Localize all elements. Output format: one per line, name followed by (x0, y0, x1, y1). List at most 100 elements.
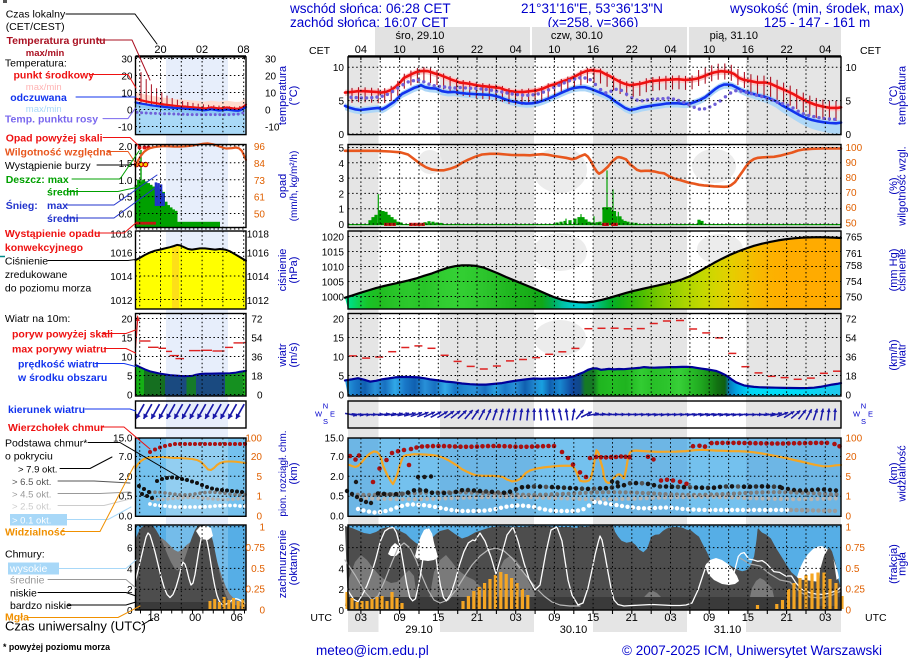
svg-text:Mgła: Mgła (5, 612, 29, 624)
svg-text:0.75: 0.75 (846, 543, 866, 554)
svg-text:Wilgotność względna: Wilgotność względna (5, 147, 112, 159)
svg-text:temperatura: temperatura (277, 65, 289, 125)
svg-text:czw, 30.10: czw, 30.10 (551, 30, 603, 42)
svg-text:opad: opad (277, 174, 289, 198)
svg-text:765: 765 (846, 233, 863, 244)
svg-text:0: 0 (256, 512, 262, 523)
svg-text:22: 22 (780, 44, 792, 56)
svg-text:0.0: 0.0 (330, 512, 344, 523)
svg-text:7.0: 7.0 (119, 452, 133, 463)
svg-text:750: 750 (846, 293, 863, 304)
svg-text:> 7.9 okt.: > 7.9 okt. (18, 465, 57, 476)
svg-text:o pokryciu: o pokryciu (5, 451, 53, 463)
svg-text:0: 0 (846, 606, 852, 617)
svg-text:4: 4 (338, 159, 344, 170)
svg-text:(°C): (°C) (888, 86, 900, 106)
svg-text:ciśnienie: ciśnienie (277, 249, 289, 292)
svg-text:0: 0 (257, 391, 263, 402)
svg-text:0: 0 (338, 130, 344, 141)
svg-text:20: 20 (121, 315, 133, 326)
svg-text:wilgotność wzgl.: wilgotność wzgl. (897, 146, 909, 226)
svg-text:754: 754 (846, 277, 863, 288)
svg-text:1018: 1018 (110, 230, 133, 241)
svg-text:2.0: 2.0 (330, 472, 344, 483)
svg-text:Temperatura:: Temperatura: (5, 58, 67, 70)
svg-text:10: 10 (548, 44, 560, 56)
svg-text:wiatr: wiatr (897, 343, 909, 368)
svg-text:100: 100 (846, 434, 863, 445)
svg-text:04: 04 (664, 44, 676, 56)
svg-text:4: 4 (127, 564, 133, 575)
svg-text:54: 54 (846, 334, 858, 345)
svg-text:4: 4 (338, 564, 344, 575)
svg-text:S: S (861, 417, 866, 426)
svg-text:0.5: 0.5 (846, 564, 860, 575)
svg-text:odczuwana: odczuwana (10, 92, 67, 104)
svg-text:0.0: 0.0 (119, 210, 133, 221)
svg-text:> 0.1 okt.: > 0.1 okt. (12, 516, 51, 527)
svg-text:70: 70 (846, 188, 858, 199)
svg-text:0: 0 (846, 512, 852, 523)
svg-text:średni: średni (47, 213, 79, 225)
svg-text:Opad powyżej skali: Opad powyżej skali (6, 133, 103, 145)
svg-text:1: 1 (846, 522, 852, 533)
svg-text:śro, 29.10: śro, 29.10 (395, 30, 444, 42)
svg-text:E: E (868, 410, 873, 419)
svg-text:-10: -10 (118, 123, 133, 134)
svg-text:10: 10 (265, 89, 277, 100)
svg-text:0: 0 (846, 391, 852, 402)
svg-text:2: 2 (127, 585, 133, 596)
svg-text:wschód słońca: 06:28 CET: wschód słońca: 06:28 CET (289, 1, 451, 16)
svg-text:1016: 1016 (110, 249, 133, 260)
svg-text:max porywy wiatru: max porywy wiatru (12, 344, 107, 356)
svg-text:bardzo niskie: bardzo niskie (10, 600, 72, 612)
svg-text:1020: 1020 (322, 233, 345, 244)
svg-text:80: 80 (846, 173, 858, 184)
svg-text:758: 758 (846, 261, 863, 272)
svg-text:średnie: średnie (10, 575, 45, 587)
svg-text:6: 6 (127, 544, 133, 555)
svg-text:30: 30 (265, 55, 277, 66)
svg-text:2: 2 (338, 585, 344, 596)
svg-text:zachmurzenie: zachmurzenie (277, 530, 289, 598)
svg-text:* powyżej poziomu morza: * powyżej poziomu morza (3, 642, 110, 652)
svg-text:-10: -10 (265, 123, 280, 134)
svg-text:16: 16 (587, 44, 599, 56)
svg-text:1010: 1010 (322, 263, 345, 274)
svg-text:prędkość wiatru: prędkość wiatru (18, 359, 99, 371)
svg-text:1005: 1005 (322, 278, 345, 289)
svg-text:20: 20 (265, 72, 277, 83)
svg-text:0.5: 0.5 (119, 492, 133, 503)
svg-text:CET: CET (309, 45, 331, 57)
svg-text:09: 09 (703, 612, 715, 624)
svg-text:1014: 1014 (110, 272, 133, 283)
svg-text:0.5: 0.5 (330, 492, 344, 503)
svg-text:04: 04 (510, 44, 522, 56)
svg-text:7.0: 7.0 (330, 452, 344, 463)
svg-text:3: 3 (338, 174, 344, 185)
svg-text:50: 50 (846, 218, 858, 229)
svg-text:> 4.5 okt.: > 4.5 okt. (12, 490, 51, 501)
svg-text:2: 2 (338, 189, 344, 200)
svg-text:21: 21 (471, 612, 483, 624)
svg-text:10: 10 (121, 353, 133, 364)
svg-text:Śnieg:: Śnieg: (6, 199, 38, 212)
svg-text:1014: 1014 (247, 272, 270, 283)
svg-text:20: 20 (846, 452, 858, 463)
svg-text:(km): (km) (288, 463, 300, 485)
svg-text:0.5: 0.5 (119, 193, 133, 204)
svg-text:E: E (330, 410, 335, 419)
svg-text:kierunek wiatru: kierunek wiatru (8, 404, 85, 416)
svg-text:8: 8 (338, 523, 344, 534)
svg-text:punkt środkowy: punkt środkowy (14, 70, 95, 82)
svg-text:50: 50 (254, 210, 266, 221)
svg-text:Czas uniwersalny (UTC): Czas uniwersalny (UTC) (5, 619, 146, 634)
svg-text:2.0: 2.0 (119, 142, 133, 153)
svg-text:Podstawa chmur*: Podstawa chmur* (5, 438, 87, 450)
svg-text:54: 54 (251, 334, 263, 345)
svg-text:pion. rozciągł. chm.: pion. rozciągł. chm. (278, 430, 289, 516)
svg-text:(%): (%) (888, 177, 900, 194)
svg-text:0: 0 (338, 220, 344, 231)
svg-text:1.0: 1.0 (119, 176, 133, 187)
svg-text:21: 21 (780, 612, 792, 624)
